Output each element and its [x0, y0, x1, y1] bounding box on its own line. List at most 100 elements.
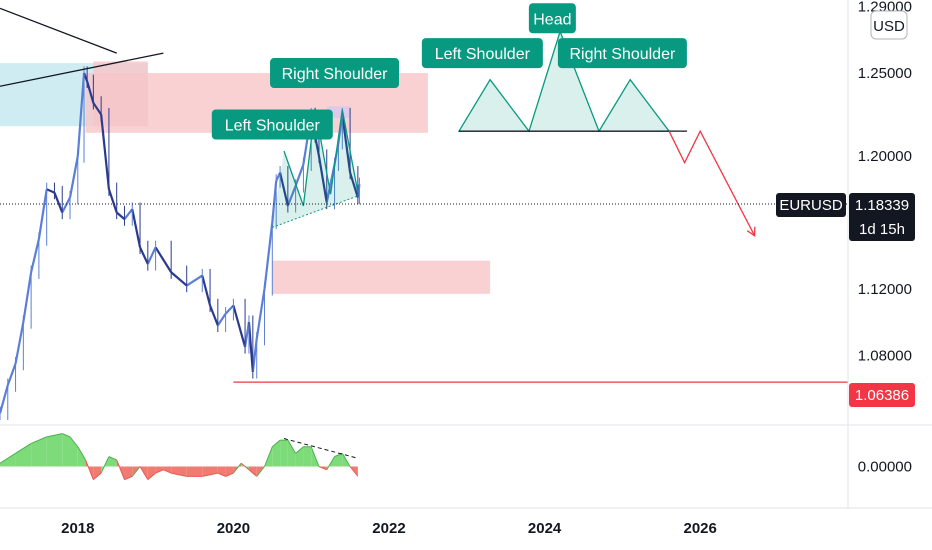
oscillator-line: [217, 472, 226, 477]
price-segment: [92, 102, 103, 116]
annotation-box: [211, 109, 333, 140]
symbol-label: EURUSD: [779, 197, 843, 214]
price-tick-label: 1.08000: [858, 347, 912, 364]
oscillator-line: [310, 446, 320, 467]
oscillator-area: [77, 446, 86, 467]
annotation-box: [421, 38, 543, 69]
oscillator-area: [93, 466, 102, 480]
oscillator-line: [264, 446, 273, 467]
oscillator-line: [100, 456, 110, 474]
oscillator-line: [131, 466, 141, 477]
time-tick-label: 2024: [528, 520, 562, 537]
oscillator-area: [155, 466, 164, 474]
annotation-box: [270, 58, 400, 89]
currency-button[interactable]: USD: [870, 10, 908, 40]
oscillator-pane: [0, 433, 359, 481]
actual-pattern-fill: [272, 107, 358, 228]
oscillator-line: [124, 475, 133, 481]
currency-button-box[interactable]: [870, 10, 908, 40]
actual-neckline: [272, 195, 359, 228]
target-path: [668, 129, 756, 237]
target-arrowhead: [746, 226, 756, 237]
price-segment: [224, 304, 235, 315]
price-segment: [186, 274, 203, 287]
price-segment: [146, 246, 157, 265]
projected-pattern: [457, 29, 671, 133]
annotation-text: Left Shoulder: [435, 46, 531, 63]
price-segment: [115, 211, 126, 220]
oscillator-line: [225, 472, 234, 477]
trend-lines: [0, 7, 848, 383]
oscillator-line: [46, 433, 63, 438]
oscillator-line: [318, 466, 327, 471]
price-segment: [216, 313, 227, 327]
price-segment: [53, 192, 64, 213]
price-segment: [123, 208, 134, 220]
oscillator-line: [171, 472, 187, 477]
oscillator-line: [0, 452, 16, 464]
annotation-text: Left Shoulder: [225, 118, 321, 135]
time-axis[interactable]: 2018 2020 2022 2024 2026: [61, 520, 717, 537]
price-segment: [341, 114, 352, 173]
oscillator-area: [62, 433, 71, 467]
annotation-label: Right Shoulder: [270, 58, 400, 89]
current-price-box: [849, 193, 915, 241]
current-price-value: 1.18339: [855, 197, 909, 214]
zone-red: [272, 260, 491, 294]
price-segment: [14, 321, 25, 364]
oscillator-line: [349, 466, 359, 477]
oscillator-line: [287, 439, 297, 454]
price-segment: [286, 185, 297, 207]
oscillator-area: [303, 446, 312, 467]
oscillator-area: [15, 443, 32, 467]
oscillator-area: [31, 436, 47, 467]
time-tick-label: 2020: [217, 520, 250, 537]
price-segment: [337, 114, 344, 143]
oscillator-area: [287, 440, 296, 467]
price-segment: [317, 155, 328, 203]
price-segment: [0, 384, 9, 414]
price-segment: [294, 163, 305, 187]
oscillator-line: [240, 462, 250, 471]
trend-line: [0, 7, 117, 54]
price-segment: [255, 288, 266, 339]
oscillator-area: [295, 446, 304, 467]
price-segment: [209, 305, 219, 326]
time-tick-label: 2026: [683, 520, 716, 537]
support-price-tag: 1.06386: [849, 383, 915, 407]
oscillator-area: [124, 466, 133, 480]
price-segment: [22, 272, 33, 323]
price-segment: [86, 81, 95, 104]
oscillator-line: [139, 466, 149, 480]
price-scale-background[interactable]: [848, 0, 932, 508]
oscillator-line: [271, 439, 281, 448]
annotations: Left Shoulder Right Shoulder Head Left Shou…: [211, 3, 687, 140]
oscillator-area: [280, 440, 288, 467]
current-price-tag: 1.18339 1d 15h: [849, 193, 915, 241]
price-segment: [154, 246, 173, 273]
oscillator-line: [248, 469, 258, 477]
price-segment: [68, 155, 79, 198]
oscillator-line: [62, 433, 71, 438]
oscillator-line: [30, 436, 47, 444]
price-segment: [263, 222, 274, 289]
oscillator-area: [163, 466, 172, 474]
oscillator-line: [69, 436, 79, 448]
price-segment: [131, 208, 142, 248]
oscillator-area: [248, 466, 257, 477]
oscillator-line: [326, 456, 335, 471]
symbol-tag: EURUSD: [776, 193, 846, 217]
actual-pattern-line: [283, 107, 359, 207]
price-segment: [349, 172, 359, 198]
oscillator-line: [15, 443, 32, 454]
annotation-box: [557, 38, 687, 69]
support-price-box: [849, 383, 915, 407]
support-price-value: 1.06386: [855, 387, 909, 404]
time-tick-label: 2022: [372, 520, 405, 537]
price-segment: [271, 180, 278, 223]
price-segment: [61, 197, 71, 214]
oscillator-line: [202, 472, 218, 477]
oscillator-line: [116, 459, 125, 480]
oscillator-line: [77, 446, 87, 461]
